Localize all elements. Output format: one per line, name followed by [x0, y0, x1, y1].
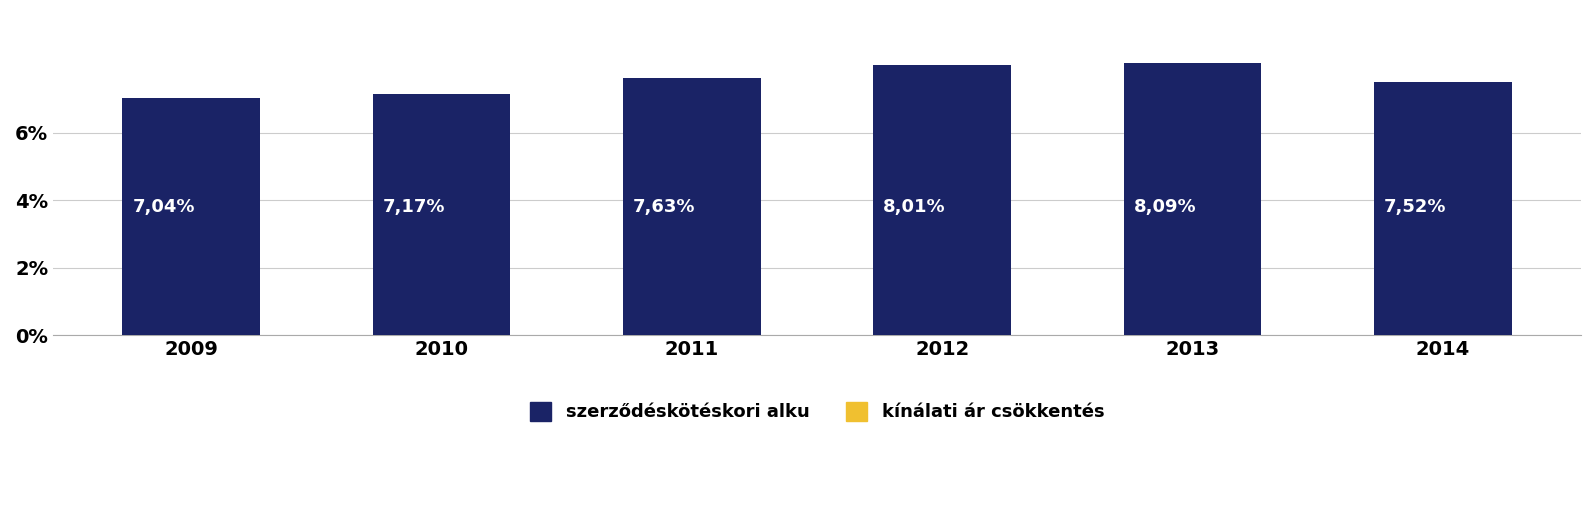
- Text: 8,09%: 8,09%: [1133, 198, 1197, 216]
- Bar: [1124, 63, 1261, 335]
- Text: 7,52%: 7,52%: [1384, 198, 1446, 216]
- Text: 7,17%: 7,17%: [383, 198, 445, 216]
- Bar: [622, 78, 761, 335]
- Bar: [873, 65, 1010, 335]
- Bar: [123, 98, 260, 335]
- Legend: szerződéskötéskori alku, kínálati ár csökkentés: szerződéskötéskori alku, kínálati ár csö…: [522, 395, 1111, 429]
- Text: 7,04%: 7,04%: [132, 198, 195, 216]
- Text: 7,63%: 7,63%: [634, 198, 696, 216]
- Bar: [373, 93, 511, 335]
- Bar: [1374, 82, 1511, 335]
- Text: 8,01%: 8,01%: [883, 198, 946, 216]
